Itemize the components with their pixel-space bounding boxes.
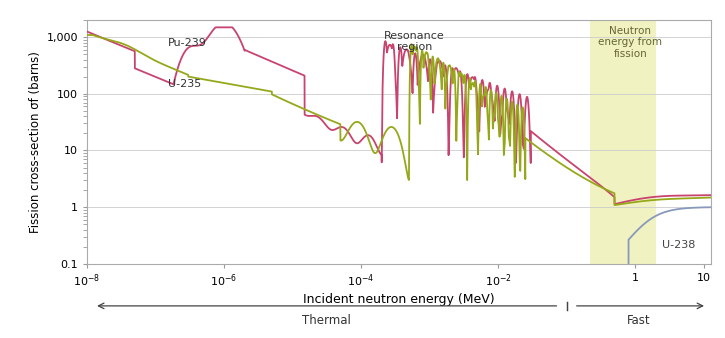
Text: U-235: U-235 <box>167 79 201 90</box>
Text: Resonance
region: Resonance region <box>384 31 444 52</box>
Text: Fast: Fast <box>626 314 650 327</box>
Text: U-238: U-238 <box>663 240 696 250</box>
Text: Pu-239: Pu-239 <box>167 38 207 48</box>
Text: Neutron
energy from
fission: Neutron energy from fission <box>598 26 663 59</box>
Bar <box>590 20 655 264</box>
Y-axis label: Fission cross-section σf (barns): Fission cross-section σf (barns) <box>29 51 42 233</box>
X-axis label: Incident neutron energy (MeV): Incident neutron energy (MeV) <box>303 293 494 307</box>
Text: Thermal: Thermal <box>302 314 351 327</box>
